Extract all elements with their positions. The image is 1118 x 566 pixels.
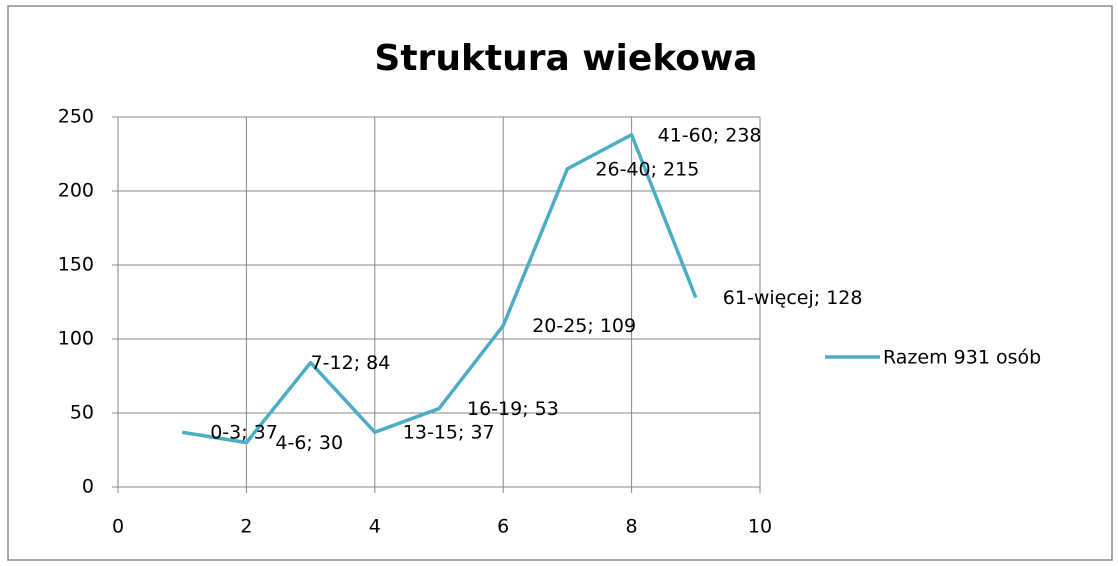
- y-tick-label: 50: [70, 402, 94, 424]
- data-label: 26-40; 215: [595, 158, 699, 180]
- legend-label: Razem 931 osób: [883, 347, 1041, 369]
- data-label: 4-6; 30: [275, 432, 343, 454]
- data-label: 20-25; 109: [532, 315, 636, 337]
- data-label: 0-3; 37: [210, 422, 278, 444]
- x-tick-label: 4: [369, 516, 381, 538]
- y-tick-label: 200: [58, 180, 94, 202]
- x-tick-label: 6: [497, 516, 509, 538]
- y-tick-label: 100: [58, 328, 94, 350]
- data-label: 41-60; 238: [658, 124, 762, 146]
- chart-border: [7, 5, 1113, 561]
- y-tick-label: 250: [58, 106, 94, 128]
- chart-title: Struktura wiekowa: [374, 38, 757, 79]
- x-tick-label: 10: [748, 516, 772, 538]
- data-label: 16-19; 53: [467, 398, 559, 420]
- data-label: 61-więcej; 128: [723, 287, 863, 309]
- data-label: 7-12; 84: [311, 352, 391, 374]
- y-tick-label: 0: [82, 476, 94, 498]
- data-label: 13-15; 37: [403, 422, 495, 444]
- x-tick-label: 0: [112, 516, 124, 538]
- x-tick-label: 8: [626, 516, 638, 538]
- data-line: [181, 133, 698, 445]
- x-tick-label: 2: [240, 516, 252, 538]
- y-tick-label: 150: [58, 254, 94, 276]
